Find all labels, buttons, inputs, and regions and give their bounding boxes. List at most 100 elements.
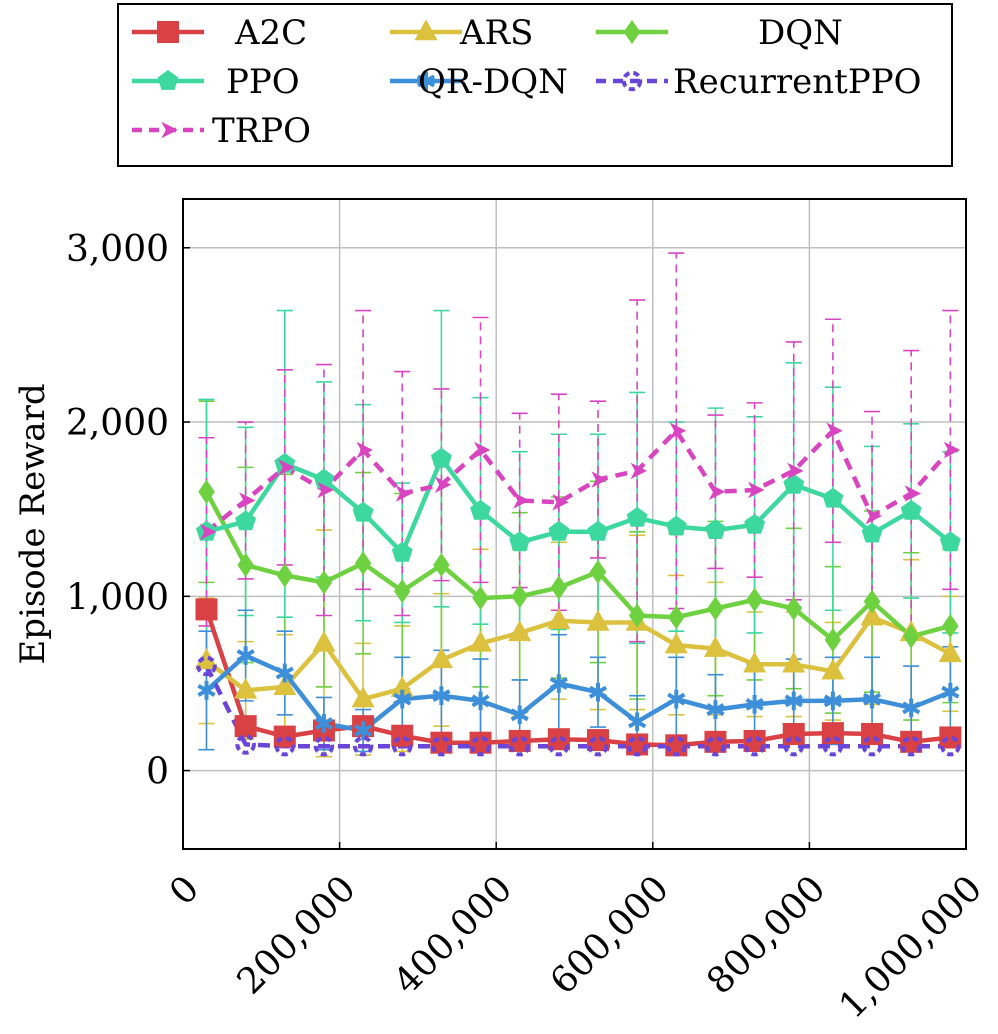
marker-arrow (787, 462, 804, 480)
marker-triangle (414, 19, 438, 41)
y-tick-label: 0 (146, 752, 169, 793)
grid (183, 199, 966, 849)
marker-triangle (351, 686, 375, 708)
legend-label: TRPO (212, 111, 311, 151)
marker-triangle (664, 632, 688, 654)
marker-star (314, 714, 334, 733)
marker-arrow (747, 481, 765, 499)
x-tick-label: 600,000 (543, 868, 677, 1002)
marker-diamond (707, 596, 724, 621)
marker-diamond (393, 578, 411, 604)
marker-diamond (824, 627, 842, 652)
marker-open-circle (940, 735, 961, 757)
series-line-trpo (205, 428, 952, 534)
series-markers (194, 422, 962, 757)
marker-pentagon (744, 513, 766, 534)
marker-square (586, 729, 609, 752)
marker-triangle (938, 641, 962, 663)
marker-triangle (586, 609, 610, 631)
marker-triangle (273, 674, 297, 696)
marker-arrow (552, 493, 569, 511)
marker-square (157, 21, 179, 43)
marker-diamond (785, 596, 802, 621)
marker-arrow (161, 121, 178, 139)
x-tick-label: 1,000,000 (832, 868, 991, 1027)
marker-square (508, 729, 531, 752)
marker-arrow (826, 422, 843, 440)
marker-open-circle (666, 735, 687, 757)
legend-box (117, 3, 953, 167)
marker-diamond (942, 613, 959, 639)
marker-triangle (468, 630, 493, 652)
marker-arrow (239, 492, 256, 509)
marker-open-circle (705, 735, 726, 757)
marker-open-circle (313, 735, 335, 757)
marker-pentagon (900, 499, 922, 520)
marker-triangle (429, 647, 453, 669)
marker-star (471, 691, 490, 711)
marker-open-circle (352, 735, 374, 757)
marker-star (745, 695, 764, 714)
marker-arrow (865, 507, 882, 525)
marker-diamond (315, 570, 333, 595)
marker-arrow (278, 459, 295, 476)
marker-open-circle (621, 70, 643, 92)
marker-triangle (312, 630, 336, 652)
marker-open-circle (822, 735, 844, 757)
marker-pentagon (157, 70, 179, 90)
marker-pentagon (822, 487, 844, 508)
marker-star (353, 721, 373, 740)
marker-open-circle (509, 735, 530, 757)
marker-triangle (390, 676, 414, 697)
marker-diamond (589, 559, 607, 585)
marker-triangle (194, 648, 219, 670)
legend-item-a2c: A2C (132, 13, 307, 53)
marker-square (430, 731, 453, 754)
marker-triangle (703, 635, 727, 657)
marker-star (784, 691, 803, 711)
marker-triangle (547, 608, 571, 629)
marker-triangle (860, 604, 884, 626)
marker-triangle (508, 620, 532, 642)
marker-diamond (550, 575, 568, 600)
marker-star (862, 689, 882, 709)
marker-diamond (237, 552, 254, 578)
marker-open-circle (744, 735, 765, 757)
marker-star (236, 646, 255, 665)
marker-star (549, 674, 568, 693)
x-tick-label: 0 (162, 868, 207, 913)
marker-pentagon (352, 501, 374, 522)
marker-diamond (198, 479, 215, 504)
marker-star (416, 71, 436, 91)
x-tick-label: 200,000 (230, 868, 364, 1002)
marker-star (432, 686, 451, 705)
marker-diamond (433, 552, 450, 578)
marker-star (706, 700, 725, 719)
legend-label: PPO (226, 62, 300, 102)
marker-square (391, 724, 414, 747)
marker-open-circle (235, 734, 256, 755)
marker-arrow (317, 481, 334, 499)
marker-diamond (276, 563, 294, 588)
y-tick-label: 2,000 (66, 403, 169, 444)
legend-label: A2C (234, 13, 307, 53)
marker-open-circle (861, 735, 883, 757)
marker-pentagon (705, 519, 726, 539)
marker-open-circle (626, 735, 648, 757)
marker-open-circle (274, 735, 296, 757)
marker-pentagon (939, 531, 961, 552)
marker-star (588, 682, 608, 702)
series-line-ars (205, 614, 952, 702)
marker-open-circle (783, 735, 804, 757)
marker-open-circle (431, 735, 452, 757)
marker-star (197, 681, 216, 700)
marker-pentagon (783, 473, 805, 494)
marker-triangle (234, 677, 258, 699)
marker-star (823, 691, 842, 711)
marker-pentagon (235, 510, 257, 531)
legend-label: RecurrentPPO (673, 62, 921, 102)
marker-pentagon (626, 506, 648, 527)
marker-star (510, 705, 529, 725)
